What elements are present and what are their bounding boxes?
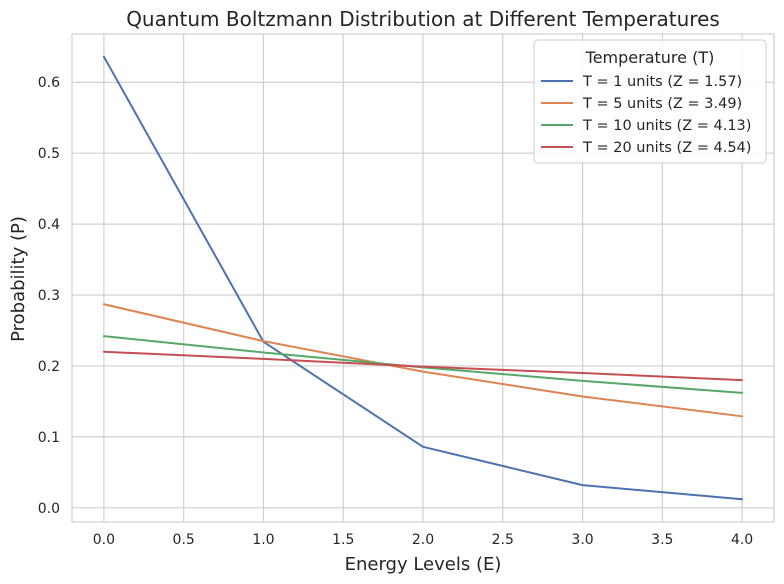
legend: Temperature (T) T = 1 units (Z = 1.57)T … [533,39,767,164]
legend-entry-label: T = 10 units (Z = 4.13) [582,118,751,134]
x-tick-label: 3.0 [571,532,593,548]
legend-entry-label: T = 5 units (Z = 3.49) [582,96,742,112]
x-tick-label: 3.5 [651,532,673,548]
x-axis-ticks: 0.0 0.5 1.0 1.5 2.0 2.5 3.0 3.5 4.0 [93,532,753,548]
y-axis-ticks: 0.0 0.1 0.2 0.3 0.4 0.5 0.6 [38,75,60,517]
legend-entry-label: T = 20 units (Z = 4.54) [582,140,751,156]
legend-box [533,39,767,164]
y-tick-label: 0.2 [38,359,60,375]
x-tick-label: 4.0 [731,532,753,548]
y-tick-label: 0.3 [38,288,60,304]
y-tick-label: 0.5 [38,146,60,162]
y-tick-label: 0.6 [38,75,60,91]
y-tick-label: 0.0 [38,501,60,517]
legend-entries: T = 1 units (Z = 1.57) T = 5 units (Z = 3… [541,74,751,156]
y-tick-label: 0.1 [38,430,60,446]
y-axis-label: Probability (P) [8,216,29,342]
series-line-2 [102,303,744,418]
series-line-4 [102,350,744,382]
y-tick-label: 0.4 [38,217,60,233]
series-group [102,55,744,501]
x-tick-label: 0.5 [173,532,195,548]
legend-entry-label: T = 1 units (Z = 1.57) [582,74,742,90]
legend-title: Temperature (T) [585,48,715,67]
series-line-1 [102,55,744,501]
x-axis-label: Energy Levels (E) [345,554,502,575]
x-tick-label: 0.0 [93,532,115,548]
chart-title: Quantum Boltzmann Distribution at Differ… [126,7,720,31]
x-tick-label: 2.0 [412,532,434,548]
grid [72,34,774,522]
x-tick-label: 2.5 [492,532,514,548]
plot-area-frame [71,33,775,523]
x-tick-label: 1.0 [252,532,274,548]
x-tick-label: 1.5 [332,532,354,548]
